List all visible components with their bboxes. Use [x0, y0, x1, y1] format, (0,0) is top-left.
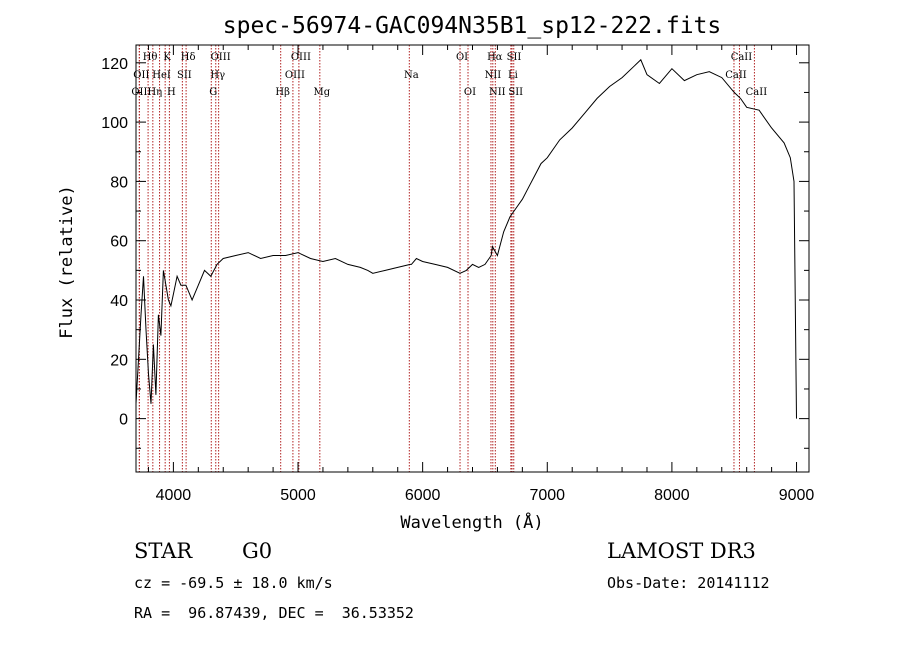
object-subclass: G0	[242, 539, 273, 563]
plot-frame	[135, 44, 810, 473]
emission-line-label: NII	[489, 87, 506, 98]
emission-line-label: SII	[508, 87, 523, 98]
emission-line-label: CaII	[725, 70, 747, 81]
emission-line-label: Mg	[314, 87, 331, 98]
x-axis-label: Wavelength (Å)	[400, 511, 543, 533]
y-tick-label: 120	[101, 56, 128, 73]
y-axis-label: Flux (relative)	[57, 185, 77, 339]
x-tick-label: 8000	[654, 487, 690, 504]
y-tick-label: 100	[101, 115, 128, 132]
x-tick-label: 7000	[529, 487, 565, 504]
object-class: STAR	[134, 539, 193, 563]
x-tick-label: 9000	[779, 487, 815, 504]
emission-line-label: CaII	[746, 87, 768, 98]
redshift-cz: cz = -69.5 ± 18.0 km/s	[134, 574, 333, 592]
y-tick-label: 60	[110, 234, 128, 251]
chart-title: spec-56974-GAC094N35B1_sp12-222.fits	[223, 13, 722, 39]
x-tick-label: 6000	[405, 487, 441, 504]
emission-line-label: OI	[464, 87, 476, 98]
ra-dec-coordinates: RA = 96.87439, DEC = 36.53352	[134, 604, 414, 622]
emission-line-label: G	[209, 87, 217, 98]
emission-line-label: K	[163, 52, 171, 63]
observation-date: Obs-Date: 20141112	[607, 574, 770, 592]
emission-line-label: Hγ	[210, 70, 225, 81]
emission-line-label: HeI	[152, 70, 171, 81]
emission-line-label: Na	[404, 70, 419, 81]
y-tick-label: 0	[119, 412, 128, 429]
emission-line-label: Hδ	[181, 52, 196, 63]
emission-line-label: Hα	[487, 52, 503, 63]
y-tick-label: 20	[110, 352, 128, 369]
y-axis-ticks: 0 20 40 60 80 100 120	[101, 56, 809, 449]
spectrum-line	[135, 58, 797, 419]
emission-line-label: CaII	[731, 52, 753, 63]
emission-line-label: OIII	[211, 52, 231, 63]
x-axis-ticks: 4000 5000 6000 7000 8000 9000	[147, 45, 815, 504]
emission-line-label: H	[167, 87, 176, 98]
emission-line-label: Hη	[147, 87, 162, 98]
emission-line-markers	[138, 45, 755, 472]
emission-line-label: Li	[508, 70, 518, 81]
y-tick-label: 40	[110, 293, 128, 310]
emission-line-label: NII	[485, 70, 502, 81]
x-tick-label: 4000	[156, 487, 192, 504]
emission-line-label: OIII	[131, 87, 151, 98]
emission-line-label: Hβ	[275, 87, 290, 98]
emission-line-label: SII	[507, 52, 522, 63]
emission-line-label: OII	[133, 70, 149, 81]
emission-line-label: SII	[177, 70, 192, 81]
survey-name: LAMOST DR3	[607, 539, 756, 563]
y-tick-label: 80	[110, 174, 128, 191]
emission-line-labels: Hθ K Hδ OIII OIII OI Hα SII CaII OII HeI SII Hγ OIII N…	[131, 52, 767, 98]
x-tick-label: 5000	[280, 487, 316, 504]
emission-line-label: OI	[456, 52, 468, 63]
emission-line-label: Hθ	[143, 52, 158, 63]
emission-line-label: OIII	[285, 70, 305, 81]
emission-line-label: OIII	[291, 52, 311, 63]
